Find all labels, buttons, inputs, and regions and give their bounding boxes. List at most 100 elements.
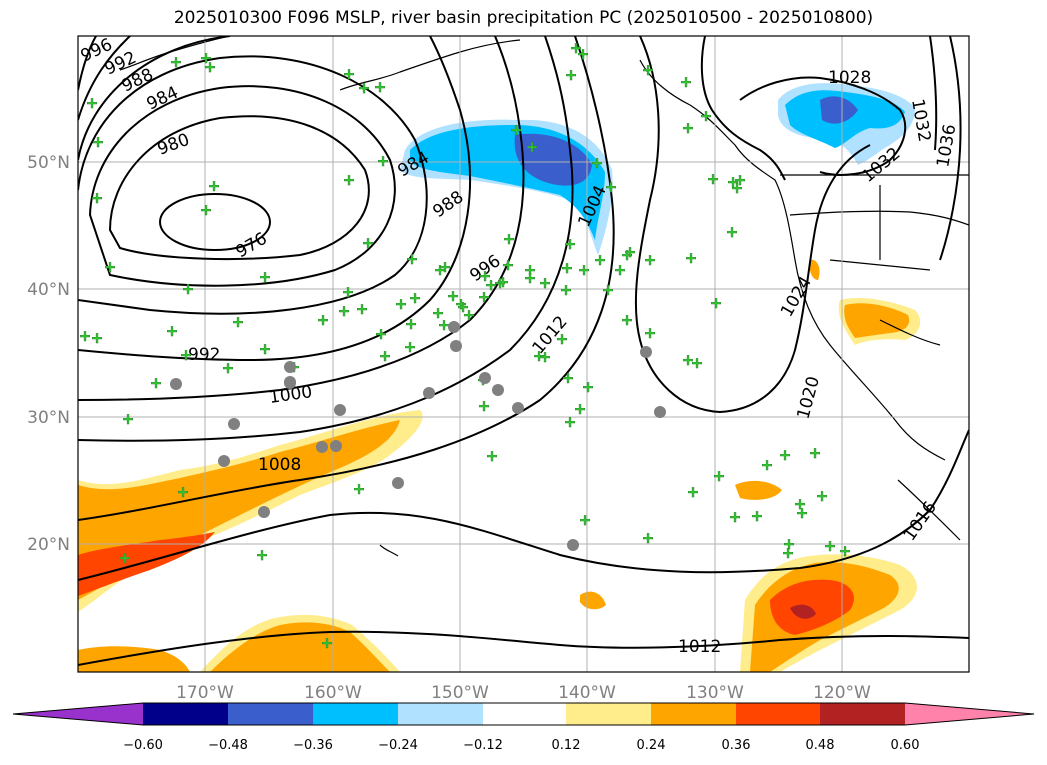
station-marker: + — [122, 410, 135, 428]
colorbar-bin — [398, 703, 483, 725]
station-circle-marker — [392, 477, 404, 489]
colorbar-tick-label: −0.12 — [463, 738, 503, 753]
station-marker: + — [232, 313, 245, 331]
station-marker: + — [565, 66, 578, 84]
station-circle-marker — [218, 455, 230, 467]
station-marker: + — [200, 49, 213, 67]
lat-tick-label: 50°N — [27, 153, 70, 173]
station-marker: + — [794, 495, 807, 513]
lon-tick-label: 150°W — [431, 683, 489, 703]
coastlines — [119, 36, 969, 557]
station-marker: + — [321, 634, 334, 652]
station-marker: + — [560, 281, 573, 299]
station-marker: + — [457, 298, 470, 316]
map-frame — [77, 35, 970, 673]
station-marker: + — [687, 483, 700, 501]
station-marker: + — [478, 397, 491, 415]
station-marker: + — [761, 456, 774, 474]
station-marker: + — [731, 179, 744, 197]
station-marker: + — [182, 280, 195, 298]
station-marker: + — [375, 325, 388, 343]
station-marker: + — [166, 322, 179, 340]
station-circle-marker — [512, 402, 524, 414]
lon-tick-label: 160°W — [304, 683, 362, 703]
station-marker: + — [682, 119, 695, 137]
station-circle-marker — [567, 539, 579, 551]
station-marker: + — [526, 138, 539, 156]
station-marker: + — [170, 53, 183, 71]
station-marker: + — [582, 378, 595, 396]
isobar-label: 1012 — [678, 637, 721, 657]
precip-negative-anomaly — [400, 83, 915, 255]
station-circle-marker — [316, 441, 328, 453]
station-marker: + — [816, 487, 829, 505]
station-marker: + — [539, 274, 552, 292]
station-circle-marker — [640, 346, 652, 358]
station-marker: + — [405, 315, 418, 333]
station-marker: + — [624, 243, 637, 261]
station-marker: + — [86, 94, 99, 112]
station-marker: + — [362, 234, 375, 252]
colorbar-tick-label: 0.12 — [552, 738, 581, 753]
station-marker: + — [621, 246, 634, 264]
station-marker: + — [691, 354, 704, 372]
station-marker: + — [455, 295, 468, 313]
station-marker: + — [486, 447, 499, 465]
station-marker: + — [533, 347, 546, 365]
colorbar-tick-label: 0.60 — [891, 738, 920, 753]
station-marker: + — [409, 289, 422, 307]
station-marker: + — [395, 295, 408, 313]
station-marker: + — [574, 400, 587, 418]
station-marker: + — [570, 39, 583, 57]
isobar-label: 1008 — [258, 455, 301, 475]
station-marker: + — [434, 261, 447, 279]
station-marker: + — [200, 201, 213, 219]
station-marker: + — [356, 300, 369, 318]
colorbar: −0.60 −0.48 −0.36 −0.24 −0.12 0.12 0.24 … — [12, 702, 1035, 753]
station-marker: + — [713, 467, 726, 485]
station-marker: + — [707, 170, 720, 188]
station-marker: + — [682, 351, 695, 369]
colorbar-tick-label: −0.48 — [208, 738, 248, 753]
map-panel: 996 992 988 984 980 976 984 988 996 1004… — [77, 35, 970, 673]
colorbar-tick-label: 0.36 — [722, 738, 751, 753]
station-circle-marker — [170, 378, 182, 390]
station-marker: + — [91, 189, 104, 207]
station-marker: + — [727, 173, 740, 191]
longitude-ticks: 170°W 160°W 150°W 140°W 130°W 120°W — [176, 683, 871, 703]
station-marker: + — [614, 261, 627, 279]
station-circle-marker — [334, 404, 346, 416]
colorbar-bin — [736, 703, 820, 725]
station-marker: + — [779, 446, 792, 464]
station-marker: + — [591, 154, 604, 172]
isobar-label: 992 — [188, 345, 220, 365]
station-marker: + — [447, 287, 460, 305]
station-marker: + — [497, 273, 510, 291]
station-marker: + — [594, 251, 607, 269]
colorbar-bin — [820, 703, 905, 725]
station-marker: + — [338, 302, 351, 320]
latitude-ticks: 50°N 40°N 30°N 20°N — [27, 153, 70, 555]
station-marker: + — [353, 480, 366, 498]
colorbar-extend-left — [13, 703, 143, 725]
colorbar-bin — [651, 703, 736, 725]
colorbar-extend-right — [905, 703, 1034, 725]
station-marker: + — [104, 258, 117, 276]
station-marker: + — [119, 549, 132, 567]
station-circle-marker — [448, 321, 460, 333]
station-marker: + — [561, 259, 574, 277]
colorbar-tick-label: −0.36 — [293, 738, 333, 753]
station-marker: + — [204, 58, 217, 76]
station-marker: + — [478, 288, 491, 306]
station-marker: + — [342, 283, 355, 301]
station-marker: + — [710, 294, 723, 312]
station-marker: + — [485, 276, 498, 294]
station-marker: + — [377, 152, 390, 170]
colorbar-outline — [12, 702, 1035, 726]
station-marker: + — [259, 340, 272, 358]
station-marker: + — [751, 507, 764, 525]
station-marker: + — [642, 61, 655, 79]
station-marker: + — [432, 304, 445, 322]
station-marker: + — [502, 256, 515, 274]
station-marker: + — [222, 359, 235, 377]
